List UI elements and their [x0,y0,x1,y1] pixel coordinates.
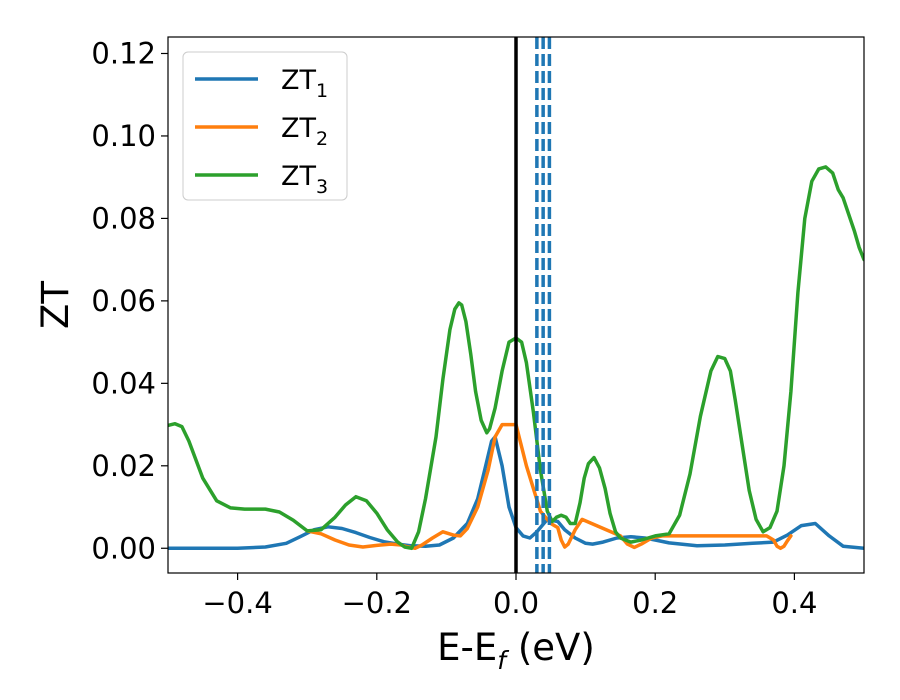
legend-entries: ZT1 ZT2 ZT3 [195,65,328,198]
legend-label-zt1: ZT1 [281,65,328,102]
y-tick-label: 0.00 [91,531,156,565]
y-tick-label: 0.10 [91,119,156,153]
series-layer [168,165,864,551]
legend-label-zt2: ZT2 [281,113,328,150]
y-tick-label: 0.04 [91,366,156,400]
y-axis-label: ZT [34,281,77,329]
series-line-zt3 [168,165,864,551]
legend-box [182,51,348,201]
y-tick-label: 0.12 [91,36,156,70]
y-tick-label: 0.02 [91,449,156,483]
y-tick-label: 0.08 [91,201,156,235]
x-tick-label: 0.2 [632,586,678,620]
y-axis-ticks: 0.00 0.02 0.04 0.06 0.08 0.10 0.12 [91,36,168,565]
x-tick-label: 0.4 [771,586,817,620]
x-tick-label: 0.0 [493,586,539,620]
legend-label-zt3: ZT3 [281,161,328,198]
x-axis-ticks: −0.4 −0.2 0.0 0.2 0.4 [202,573,817,620]
x-tick-label: −0.2 [342,586,412,620]
reference-lines-layer [514,37,552,573]
x-axis-label: E-Ef (eV) [437,626,595,675]
x-tick-label: −0.4 [202,586,272,620]
legend: ZT1 ZT2 ZT3 [182,51,348,201]
series-line-zt1 [168,435,864,551]
y-tick-label: 0.06 [91,284,156,318]
